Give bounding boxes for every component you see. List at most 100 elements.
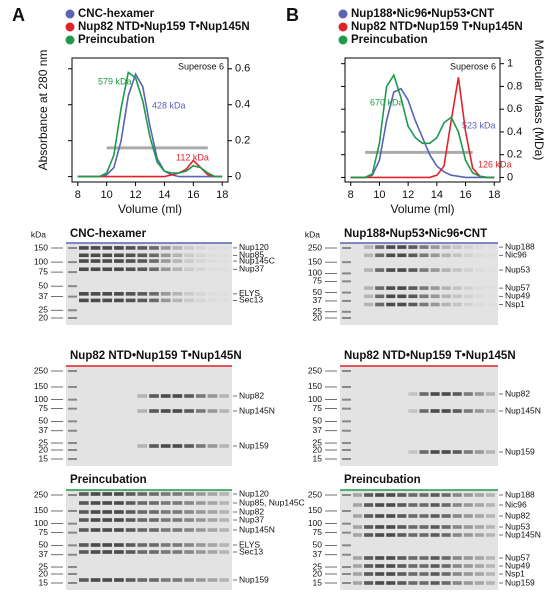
gel-band xyxy=(102,267,113,272)
gel-band xyxy=(386,302,396,307)
marker-label: 150 xyxy=(308,381,322,391)
gel-band xyxy=(149,528,159,532)
gel-band xyxy=(419,302,429,307)
panel-label: B xyxy=(286,5,299,25)
gel-band xyxy=(90,253,101,258)
gel-band xyxy=(463,268,473,272)
gel-band xyxy=(79,267,89,272)
gel-band xyxy=(102,510,113,514)
marker-label: 20 xyxy=(39,312,49,322)
x-tick-label: 12 xyxy=(402,189,414,201)
gel-band xyxy=(125,528,136,532)
gel-band xyxy=(364,245,374,249)
x-tick-label: 14 xyxy=(431,189,443,201)
gel-band xyxy=(149,292,159,296)
ladder-band xyxy=(68,544,77,547)
gel-band xyxy=(149,246,159,250)
gel-band xyxy=(364,253,374,258)
gel-band xyxy=(160,267,171,272)
gel-band xyxy=(408,450,418,454)
gel-band xyxy=(463,302,473,307)
gel-band xyxy=(386,268,396,272)
gel-band xyxy=(485,581,495,585)
marker-label: 75 xyxy=(39,266,49,276)
gel-band xyxy=(452,514,462,518)
gel-band xyxy=(125,578,136,582)
gel-band xyxy=(195,543,206,547)
gel-band xyxy=(397,572,407,576)
band-label: Nup159 xyxy=(239,574,269,584)
gel-band xyxy=(114,550,124,554)
gel-band xyxy=(114,578,124,582)
gel-band xyxy=(207,518,218,522)
series-line xyxy=(77,71,223,178)
gel-band xyxy=(79,259,89,263)
gel-band xyxy=(90,298,101,303)
gel-band xyxy=(172,267,183,272)
gel-band xyxy=(149,394,159,398)
gel-band xyxy=(149,267,159,272)
gel-band xyxy=(79,292,89,296)
ladder-band xyxy=(68,573,77,576)
gel-band xyxy=(485,514,495,518)
gel-band xyxy=(375,302,385,307)
ladder-band xyxy=(342,458,351,460)
gel-band xyxy=(184,267,194,272)
gel-band xyxy=(102,298,113,303)
gel-band xyxy=(195,578,206,582)
band-label: Nup159 xyxy=(505,577,535,587)
marker-label: 25 xyxy=(39,437,49,447)
gel-band xyxy=(430,245,440,249)
band-label: ELYS xyxy=(239,539,260,549)
gel-band xyxy=(102,292,113,296)
gel-band xyxy=(137,394,148,398)
gel-band xyxy=(430,514,440,518)
gel-band xyxy=(441,581,451,585)
gel-band xyxy=(486,295,495,299)
gel-band xyxy=(452,268,462,272)
gel-band xyxy=(172,518,183,522)
legend-marker xyxy=(65,35,75,45)
gel-band xyxy=(125,501,136,505)
gel-band xyxy=(419,294,429,299)
gel-band xyxy=(172,298,183,303)
gel-band xyxy=(397,503,407,507)
gel-band xyxy=(125,510,136,514)
gel-band xyxy=(102,501,113,505)
gel-band xyxy=(184,444,194,448)
gel-band xyxy=(408,253,418,258)
x-tick-label: 16 xyxy=(187,189,199,201)
gel-band xyxy=(474,286,484,290)
gel-band xyxy=(149,253,159,258)
gel-band xyxy=(172,578,183,582)
gel-band xyxy=(430,581,440,585)
gel-band xyxy=(386,572,396,576)
y-axis-label: Absorbance at 280 nm xyxy=(36,50,50,171)
gel-band xyxy=(137,501,148,505)
gel-band xyxy=(125,253,136,258)
gel-band xyxy=(137,518,148,522)
gel-band xyxy=(102,246,113,250)
marker-label: 50 xyxy=(39,280,49,290)
gel-band xyxy=(364,503,374,507)
gel-band xyxy=(386,514,396,518)
legend-label: Nup82 NTD•Nup159 T•Nup145N xyxy=(78,21,250,33)
gel-band xyxy=(397,253,407,258)
gel-band xyxy=(137,578,148,582)
gel-band xyxy=(160,394,171,398)
gel-band xyxy=(79,578,89,582)
gel-band xyxy=(195,292,206,296)
marker-label: 100 xyxy=(308,394,322,404)
series-line xyxy=(77,159,223,178)
gel-band xyxy=(184,492,194,496)
gel-band xyxy=(474,503,484,507)
gel-band xyxy=(430,302,440,307)
gel-band xyxy=(419,286,429,290)
gel-band xyxy=(452,525,462,529)
gel-band xyxy=(102,253,113,258)
gel-band xyxy=(364,581,374,585)
band-label: Nup145C xyxy=(239,255,275,265)
gel-band xyxy=(195,298,206,303)
gel-band xyxy=(90,292,101,296)
gel-band xyxy=(137,444,148,448)
